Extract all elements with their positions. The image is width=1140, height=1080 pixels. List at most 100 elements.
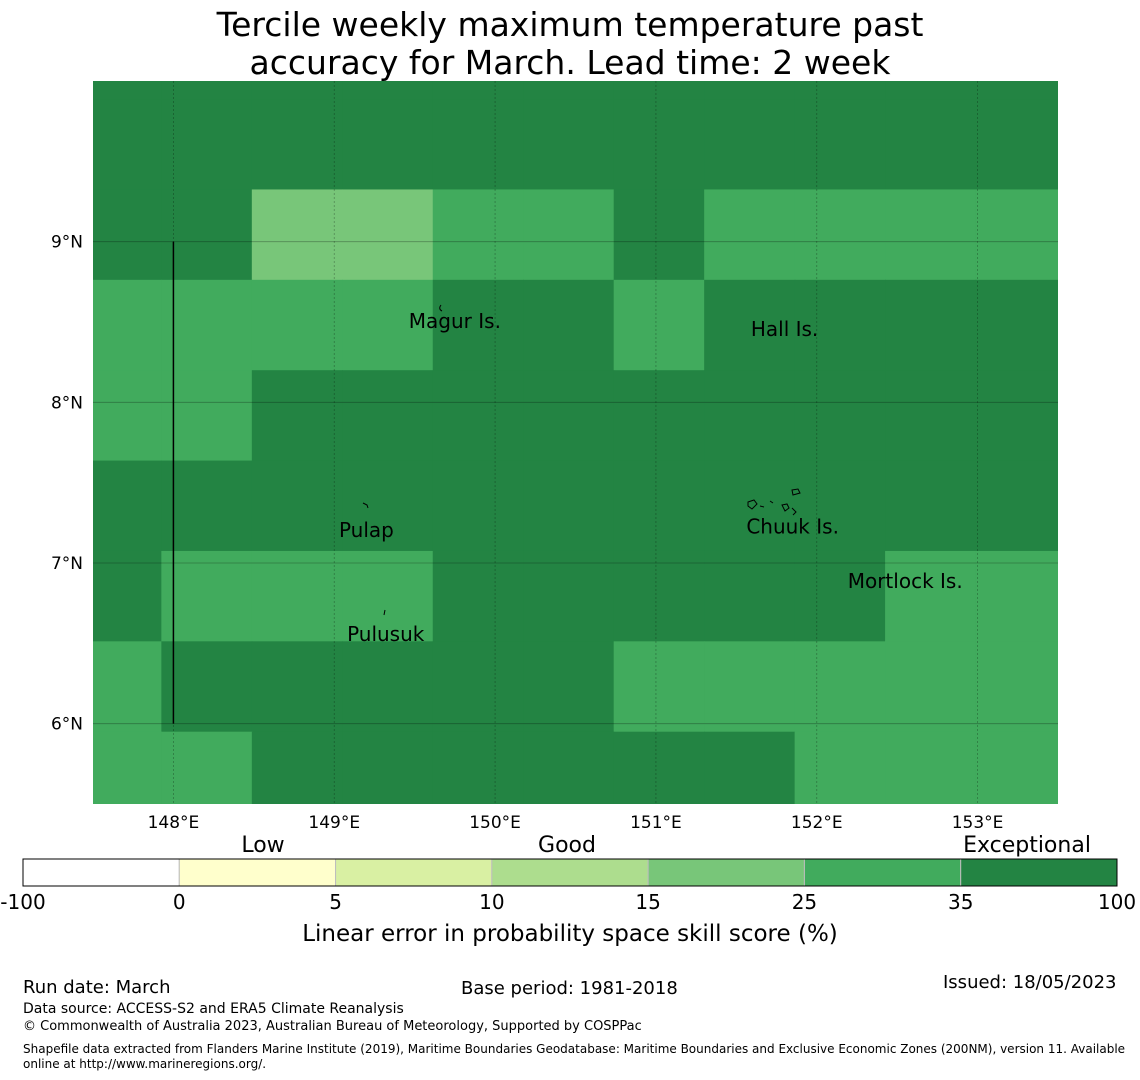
map-overlay: Magur Is. Hall Is. Pulap Chuuk Is. Mortlock … [172, 241, 963, 724]
colorbar-tick-labels: -100 0 5 10 15 25 35 100 [0, 890, 1136, 914]
colorbar-tick-label: 25 [792, 890, 817, 914]
island-outline [383, 609, 386, 616]
grid-cell [161, 460, 253, 552]
grid-cell [613, 460, 705, 552]
category-exceptional: Exceptional [963, 833, 1091, 858]
grid-cell [251, 279, 343, 371]
lon-tick-label: 151°E [630, 813, 682, 833]
grid-cell [794, 189, 886, 281]
skill-map: Magur Is. Hall Is. Pulap Chuuk Is. Mortlock … [0, 81, 1136, 947]
grid-cell [93, 641, 162, 733]
run-date: Run date: March [23, 977, 171, 998]
grid-cell [93, 550, 162, 642]
grid-cell [523, 731, 615, 804]
grid-cell [93, 731, 162, 804]
grid-cell [432, 370, 524, 462]
grid-cell [975, 731, 1058, 804]
grid-cell [251, 189, 343, 281]
island-outline [747, 499, 758, 510]
colorbar-bin [335, 858, 493, 887]
colorbar [22, 858, 1118, 887]
grid-cell [975, 641, 1058, 733]
grid-cell [161, 641, 253, 733]
grid-cell [0, 280, 71, 371]
lon-tick-label: 148°E [148, 813, 200, 833]
grid-cell [93, 189, 162, 281]
place-label: Pulap [339, 518, 394, 542]
grid-cell [975, 81, 1058, 100]
grid-cell [975, 99, 1058, 191]
grid-cell [794, 81, 886, 100]
island-outline [791, 488, 801, 496]
lon-tick-label: 149°E [308, 813, 360, 833]
colorbar-frame [22, 858, 1118, 887]
grid-cell [523, 641, 615, 733]
grid-cell [704, 189, 796, 281]
grid-cell [251, 81, 343, 100]
grid-cell [613, 99, 705, 191]
colorbar-tick-label: 0 [173, 890, 186, 914]
grid-cell [794, 550, 886, 642]
grid-cell [975, 550, 1058, 642]
grid-cell [885, 731, 977, 804]
colorbar-tick-label: 15 [635, 890, 660, 914]
colorbar-tick-label: 10 [479, 890, 504, 914]
place-label: Magur Is. [409, 309, 501, 333]
grid-cell [251, 99, 343, 191]
grid-cell [161, 731, 253, 804]
grid-cell [975, 460, 1058, 552]
grid-cell [613, 370, 705, 462]
data-source: Data source: ACCESS-S2 and ERA5 Climate … [23, 1001, 404, 1017]
colorbar-tick-label: 35 [948, 890, 973, 914]
colorbar-bin [22, 858, 180, 887]
grid-cell [794, 99, 886, 191]
grid-cell [93, 81, 162, 100]
grid-cell [432, 81, 524, 100]
island-outline [362, 502, 369, 509]
grid-cell [613, 279, 705, 371]
lon-tick-label: 153°E [952, 813, 1004, 833]
grid-cell [93, 460, 162, 552]
category-low: Low [241, 833, 284, 858]
grid-cell [0, 461, 71, 552]
grid-cell [885, 279, 977, 371]
colorbar-bin [647, 858, 805, 887]
grid-cell [251, 460, 343, 552]
grid-cell [161, 550, 253, 642]
skill-grid [0, 81, 1058, 823]
colorbar-bin [178, 858, 337, 887]
grid-cell [523, 460, 615, 552]
grid-cell [885, 460, 977, 552]
grid-cell [432, 641, 524, 733]
island-outline [781, 503, 790, 512]
grid-cell [93, 370, 162, 462]
grid-cell [613, 189, 705, 281]
issued-date: Issued: 18/05/2023 [943, 972, 1117, 993]
grid-cell [975, 189, 1058, 281]
grid-cell [251, 550, 343, 642]
title-line-2: accuracy for March. Lead time: 2 week [249, 43, 891, 82]
grid-cell [613, 731, 705, 804]
colorbar-tick-label: 5 [329, 890, 342, 914]
grid-cell [704, 641, 796, 733]
grid-cell [342, 731, 434, 804]
grid-cell [342, 550, 434, 642]
grid-cell [161, 189, 253, 281]
grid-cell [432, 460, 524, 552]
grid-cell [0, 732, 71, 823]
lat-tick-label: 9°N [51, 233, 83, 253]
grid-cell [794, 731, 886, 804]
shapefile-note: Shapefile data extracted from Flanders M… [23, 1042, 1126, 1071]
grid-cell [523, 550, 615, 642]
grid-cell [93, 279, 162, 371]
grid-cell [0, 370, 71, 461]
grid-cell [432, 731, 524, 804]
grid-cell [704, 279, 796, 371]
grid-cell [885, 99, 977, 191]
grid-cell [885, 81, 977, 100]
grid-cell [613, 641, 705, 733]
grid-cell [161, 81, 253, 100]
lat-tick-label: 6°N [51, 715, 83, 735]
grid-cell [704, 370, 796, 462]
grid-cell [794, 370, 886, 462]
